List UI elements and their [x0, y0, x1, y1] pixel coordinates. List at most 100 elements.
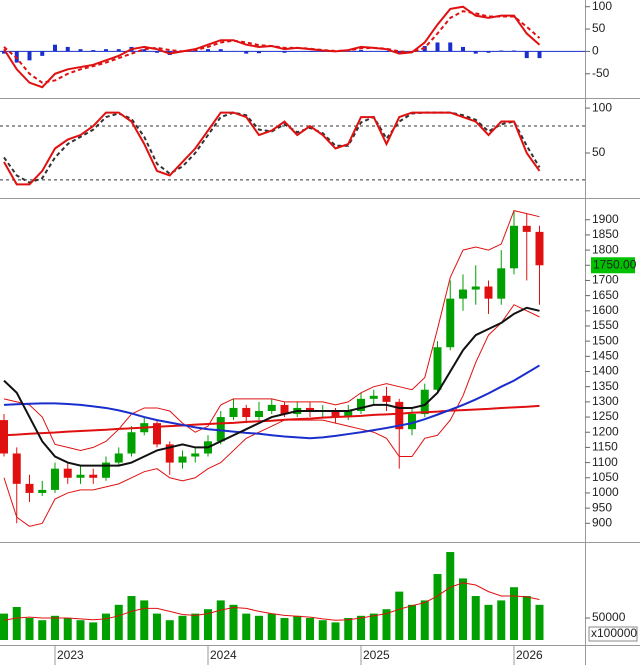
series-line	[3, 582, 540, 621]
volume-bar	[51, 615, 59, 640]
volume-bar	[280, 618, 289, 640]
y-tick-label: 950	[592, 500, 612, 514]
volume-bar	[127, 596, 136, 640]
volume-bar	[140, 600, 149, 640]
candle-body	[38, 489, 47, 493]
histogram-bar	[116, 49, 121, 52]
histogram-bar	[27, 51, 32, 61]
histogram-bar	[257, 51, 261, 54]
volume-bar	[459, 578, 467, 640]
y-tick-label: 50	[592, 145, 606, 159]
volume-bar	[420, 600, 429, 640]
candle-body	[51, 468, 59, 490]
volume-bar	[471, 596, 480, 640]
candle-body	[420, 389, 429, 415]
volume-bar	[395, 591, 404, 640]
histogram-bar	[78, 49, 83, 52]
y-tick-label: 50000	[592, 610, 626, 624]
candle-body	[0, 420, 8, 454]
histogram-bar	[142, 49, 147, 52]
candle-body	[114, 453, 123, 463]
candle-body	[89, 474, 98, 478]
candle-body	[153, 423, 161, 445]
histogram-bar	[206, 49, 210, 52]
candle-body	[280, 404, 289, 415]
y-tick-label: 1650	[592, 288, 619, 302]
candle-body	[242, 407, 251, 418]
candle-body	[522, 225, 531, 232]
candle-body	[344, 410, 353, 418]
candle-body	[25, 483, 34, 493]
candle-body	[484, 286, 493, 299]
candle-body	[76, 474, 85, 478]
y-tick-label: 1800	[592, 242, 619, 256]
volume-bar	[306, 618, 314, 640]
volume-bar	[242, 613, 251, 640]
y-tick-label: 1250	[592, 409, 619, 423]
candle-body	[216, 417, 225, 442]
y-tick-label: 1200	[592, 424, 619, 438]
histogram-bar	[155, 51, 159, 53]
candle-body	[102, 462, 110, 478]
y-tick-label: 1850	[592, 227, 619, 241]
volume-bar	[0, 613, 8, 640]
candle-body	[446, 298, 455, 348]
volume-bar	[76, 620, 85, 640]
volume-bar	[357, 615, 365, 640]
volume-bar	[153, 613, 161, 640]
y-tick-label: 1450	[592, 349, 619, 363]
candle-body	[471, 286, 480, 290]
volume-bar	[229, 604, 238, 640]
x-tick-label: 2025	[363, 648, 390, 662]
y-tick-label: 1100	[592, 455, 618, 469]
series-line	[3, 5, 541, 89]
candle-body	[369, 395, 378, 399]
series-line	[3, 306, 540, 467]
volume-bar	[25, 618, 34, 640]
candle-body	[229, 407, 238, 418]
histogram-bar	[486, 51, 491, 53]
volume-bar	[216, 600, 225, 640]
volume-bar	[344, 618, 353, 640]
volume-bar	[408, 604, 416, 640]
candle-body	[408, 414, 416, 430]
histogram-bar	[524, 51, 529, 59]
histogram-bar	[282, 51, 287, 53]
volume-bar	[318, 620, 327, 640]
volume-bar	[38, 620, 47, 640]
volume-bar	[267, 613, 276, 640]
y-tick-label: -50	[592, 66, 610, 80]
candle-body	[63, 468, 72, 478]
unit-label: x100000	[591, 626, 637, 640]
y-tick-label: 1600	[592, 303, 619, 317]
price-tag-box	[591, 257, 635, 274]
histogram-bar	[473, 51, 478, 54]
candle-body	[459, 289, 467, 299]
x-tick-label: 2024	[210, 648, 237, 662]
histogram-bar	[461, 46, 465, 52]
volume-bar	[102, 613, 110, 640]
x-tick-label: 2023	[57, 648, 84, 662]
y-tick-label: 1300	[592, 394, 619, 408]
candle-body	[510, 225, 518, 269]
volume-bar	[165, 620, 174, 640]
histogram-bar	[104, 49, 108, 52]
histogram-bar	[359, 50, 363, 52]
volume-bar	[446, 552, 455, 640]
histogram-bar	[397, 51, 402, 54]
y-tick-label: 1400	[592, 364, 619, 378]
volume-bar	[191, 613, 200, 640]
volume-bar	[204, 609, 212, 640]
volume-bar	[497, 600, 506, 640]
candle-body	[178, 456, 187, 463]
histogram-bar	[218, 49, 223, 52]
y-tick-label: 900	[592, 515, 612, 529]
candle-body	[306, 407, 314, 411]
volume-bar	[12, 607, 21, 640]
candle-body	[12, 453, 21, 484]
candle-body	[357, 398, 365, 411]
y-tick-label: 1050	[592, 470, 619, 484]
volume-bar	[89, 622, 98, 640]
